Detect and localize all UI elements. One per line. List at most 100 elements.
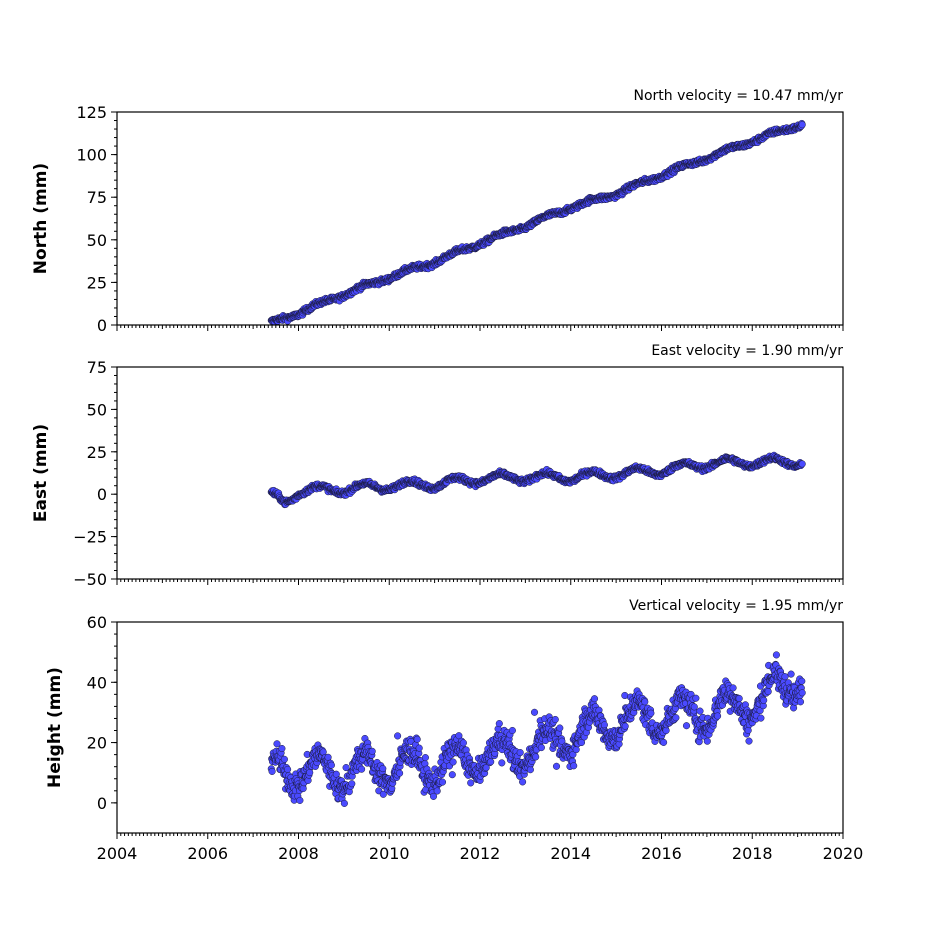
data-point [433, 787, 441, 795]
data-point [551, 715, 559, 724]
data-point [556, 724, 564, 732]
data-point [532, 753, 540, 761]
data-point [729, 684, 737, 692]
data-point [448, 771, 456, 779]
data-point [284, 765, 292, 773]
data-point [660, 738, 668, 746]
east-points [267, 451, 806, 509]
data-point [396, 769, 404, 777]
data-point [296, 796, 304, 804]
east-velocity-title: East velocity = 1.90 mm/yr [651, 343, 843, 359]
y-tick-label: 60 [87, 613, 107, 632]
data-point [340, 799, 348, 807]
data-point [600, 721, 608, 729]
east-y-axis-label: East (mm) [31, 424, 51, 522]
data-point [459, 739, 467, 747]
x-tick-label: 2016 [641, 844, 682, 863]
data-point [757, 714, 765, 722]
data-point [621, 722, 629, 730]
x-tick-label: 2008 [278, 844, 319, 863]
y-tick-label: 100 [76, 146, 107, 165]
height-axes-frame [116, 621, 844, 834]
data-point [516, 749, 524, 757]
height-panel: 2004 2006 2008 2010 2012 2014 2016 2018 2020 0 20 4… [45, 598, 863, 863]
data-point [421, 754, 429, 762]
data-point [495, 720, 503, 728]
data-point [280, 755, 288, 763]
data-point [324, 753, 332, 761]
data-point [570, 762, 578, 770]
y-tick-label: 125 [76, 103, 107, 122]
y-tick-label: 75 [87, 188, 107, 207]
data-point [537, 744, 545, 752]
x-tick-label: 2020 [823, 844, 864, 863]
data-point [760, 696, 768, 704]
data-point [735, 694, 743, 703]
data-point [348, 780, 356, 788]
y-tick-label: −50 [73, 570, 107, 589]
data-point [682, 722, 691, 730]
data-point [796, 698, 805, 706]
data-point [798, 677, 806, 685]
data-point [508, 726, 516, 735]
data-point [714, 712, 722, 720]
data-point [268, 767, 276, 775]
data-point [572, 746, 580, 754]
data-point [327, 761, 335, 769]
x-tick-label: 2014 [550, 844, 591, 863]
y-tick-label: 0 [97, 485, 107, 504]
data-point [358, 765, 366, 773]
y-tick-label: 50 [87, 231, 107, 250]
data-point [413, 735, 421, 743]
y-tick-label: 40 [87, 673, 107, 692]
data-point [696, 707, 704, 715]
height-y-axis-label: Height (mm) [45, 667, 65, 788]
data-point [744, 726, 752, 734]
data-point [415, 744, 423, 752]
data-point [306, 769, 314, 777]
data-point [519, 778, 527, 786]
data-point [590, 695, 599, 703]
data-point [278, 744, 286, 753]
data-point [781, 673, 789, 681]
data-point [764, 688, 772, 696]
data-point [552, 762, 561, 770]
data-point [368, 747, 376, 755]
north-points [267, 119, 806, 326]
data-point [498, 759, 506, 767]
data-point [672, 714, 680, 722]
data-point [467, 779, 475, 787]
x-tick-label: 2004 [97, 844, 138, 863]
data-point [299, 784, 307, 793]
height-points [267, 651, 806, 807]
x-tick-label: 2018 [732, 844, 773, 863]
height-velocity-title: Vertical velocity = 1.95 mm/yr [629, 598, 843, 614]
y-tick-label: 0 [97, 794, 107, 813]
data-point [798, 121, 806, 129]
y-tick-label: 75 [87, 358, 107, 377]
data-point [487, 758, 495, 766]
data-point [692, 694, 700, 702]
data-point [526, 766, 534, 774]
data-point [379, 765, 387, 773]
north-velocity-title: North velocity = 10.47 mm/yr [633, 88, 843, 104]
east-panel: −50 −25 0 25 50 75 East (mm) East velocity = 1.… [31, 343, 844, 589]
y-tick-label: 25 [87, 443, 107, 462]
data-point [703, 737, 711, 745]
y-tick-label: −25 [73, 528, 107, 547]
data-point [647, 709, 655, 717]
y-tick-label: 0 [97, 316, 107, 335]
data-point [394, 732, 402, 740]
x-tick-label: 2012 [460, 844, 501, 863]
data-point [787, 670, 795, 678]
data-point [690, 703, 698, 711]
data-point [745, 737, 753, 745]
y-tick-label: 25 [87, 273, 107, 292]
north-panel: 0 25 50 75 100 125 North (mm) North velocity = … [31, 88, 844, 335]
data-point [530, 708, 539, 716]
y-tick-label: 50 [87, 400, 107, 419]
y-tick-label: 20 [87, 734, 107, 753]
north-y-axis-label: North (mm) [31, 163, 51, 274]
x-tick-label: 2006 [187, 844, 228, 863]
